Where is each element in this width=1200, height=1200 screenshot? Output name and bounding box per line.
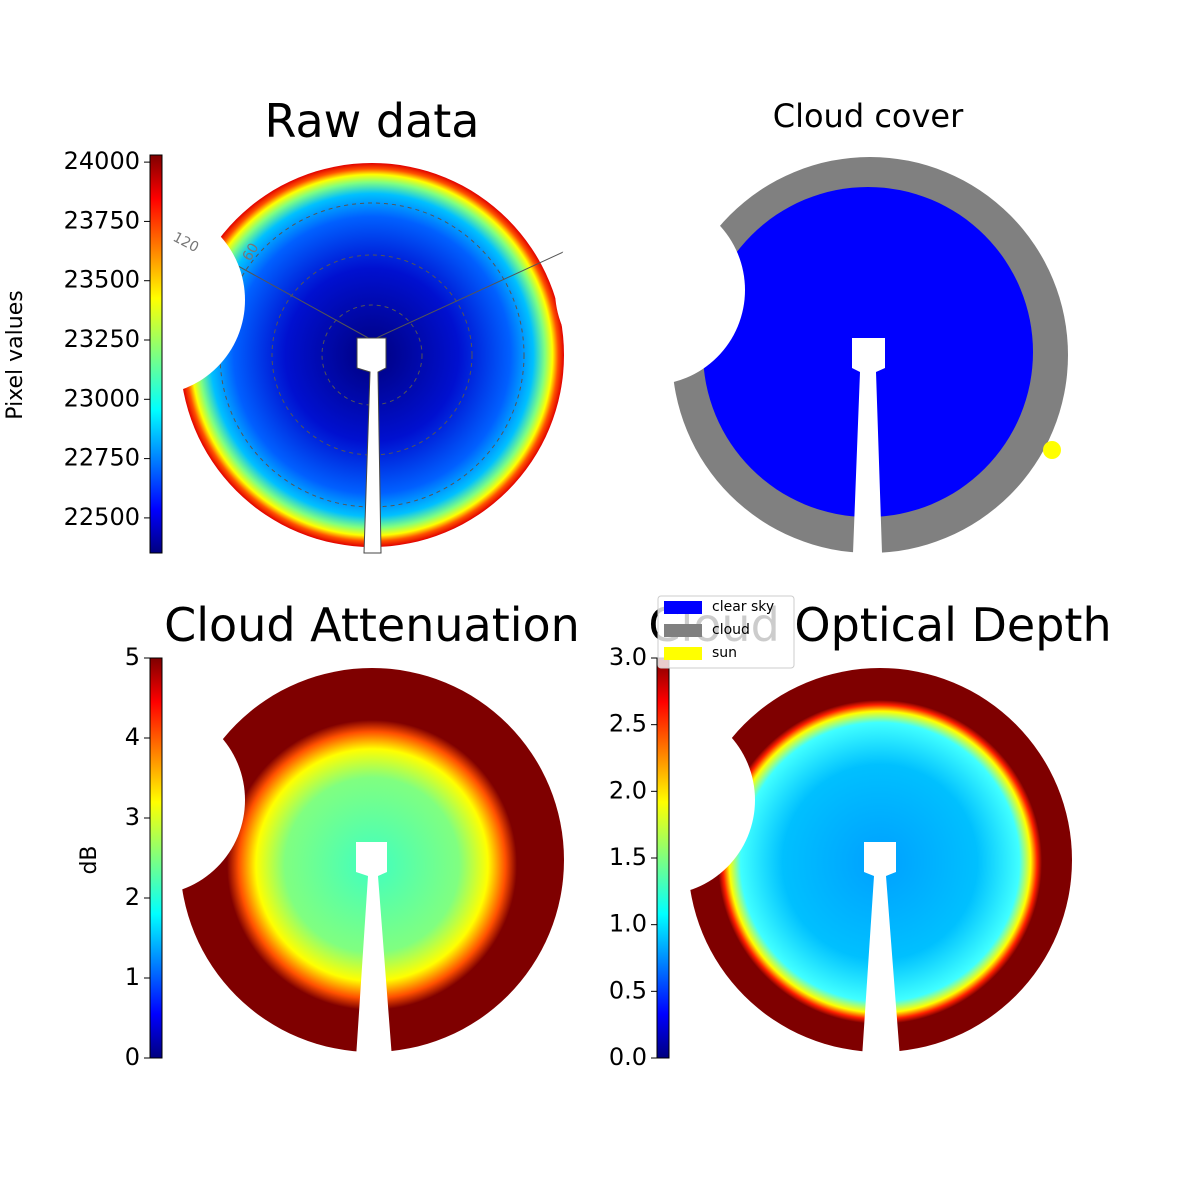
- tick-label: 0.0: [609, 1043, 647, 1071]
- tick-label: 4: [125, 723, 140, 751]
- attenuation-image: [55, 668, 564, 1058]
- legend-label: sun: [712, 645, 737, 661]
- tick-label: 1.5: [609, 843, 647, 871]
- tick-label: 24000: [64, 147, 140, 175]
- title: Raw data: [265, 94, 480, 148]
- title: Cloud Attenuation: [164, 598, 580, 652]
- colorbar: [149, 657, 163, 1059]
- legend-swatch: [664, 624, 702, 637]
- cloud-cover-image: [555, 157, 1068, 553]
- tick-label: 1.0: [609, 910, 647, 938]
- tick-label: 3.0: [609, 643, 647, 671]
- colorbar: [149, 154, 163, 554]
- tick-label: 22500: [64, 503, 140, 531]
- tick-label: 22750: [64, 444, 140, 472]
- colorbar: [656, 657, 670, 1059]
- tick-label: 2: [125, 883, 140, 911]
- legend-swatch: [664, 647, 702, 660]
- tick-label: 2.5: [609, 710, 647, 738]
- legend-label: cloud: [712, 622, 750, 638]
- tick-label: 23000: [64, 384, 140, 412]
- tick-label: 23500: [64, 266, 140, 294]
- tick-label: 23250: [64, 325, 140, 353]
- tick-label: 23750: [64, 206, 140, 234]
- tick-label: 0: [125, 1043, 140, 1071]
- annotation: 60: [240, 241, 263, 264]
- legend-swatch: [664, 601, 702, 614]
- tick-label: 1: [125, 963, 140, 991]
- colorbar-label: dB: [77, 845, 102, 874]
- tick-label: 3: [125, 803, 140, 831]
- tick-label: 0.5: [609, 976, 647, 1004]
- tick-label: 2.0: [609, 776, 647, 804]
- legend: clear sky cloud sun: [657, 595, 795, 669]
- legend-label: clear sky: [712, 599, 774, 615]
- tick-label: 5: [125, 643, 140, 671]
- title: Cloud cover: [773, 97, 964, 135]
- colorbar-label: Pixel values: [3, 290, 28, 419]
